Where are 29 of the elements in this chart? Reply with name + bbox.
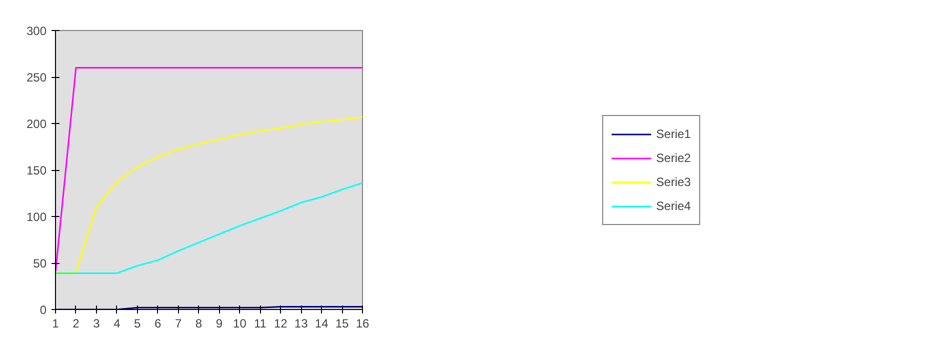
x-tick-label: 11 xyxy=(254,316,267,330)
x-tick-label: 15 xyxy=(335,316,350,330)
x-tick-label: 13 xyxy=(294,316,308,330)
y-tick-label: 250 xyxy=(26,70,47,84)
legend-label: Serie1 xyxy=(656,126,691,140)
line-series xyxy=(56,182,362,274)
x-tick-label: 5 xyxy=(134,316,142,330)
x-tick-label: 4 xyxy=(114,316,121,330)
legend-label: Serie2 xyxy=(656,150,691,164)
x-tick-label: 6 xyxy=(154,316,162,330)
y-tick-label: 100 xyxy=(26,210,47,224)
y-tick-label: 0 xyxy=(40,303,47,317)
x-tick-label: 2 xyxy=(72,316,80,330)
x-tick-label: 7 xyxy=(174,316,182,330)
legend-label: Serie3 xyxy=(656,174,691,188)
legend-label: Serie4 xyxy=(656,198,691,212)
x-tick-label: 12 xyxy=(274,316,288,330)
x-tick-label: 14 xyxy=(314,316,329,330)
y-tick-label: 50 xyxy=(33,256,47,270)
y-tick-label: 300 xyxy=(26,24,47,38)
y-tick-label: 200 xyxy=(26,117,47,131)
x-tick-label: 9 xyxy=(216,316,223,330)
y-tick-label: 150 xyxy=(26,164,47,178)
line-series xyxy=(56,116,362,274)
x-tick-label: 1 xyxy=(52,316,60,330)
x-tick-label: 10 xyxy=(233,316,247,330)
x-tick-label: 8 xyxy=(195,316,202,330)
x-tick-label: 3 xyxy=(93,316,100,330)
x-tick-label: 16 xyxy=(356,316,370,330)
